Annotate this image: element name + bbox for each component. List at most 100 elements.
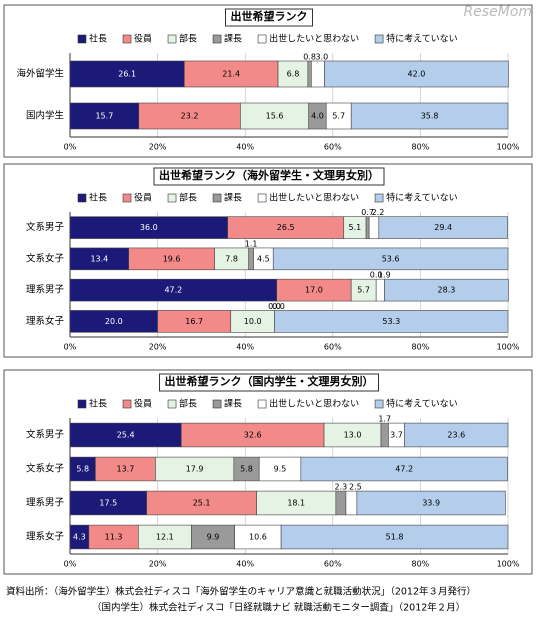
data-label: 32.6 — [244, 431, 262, 440]
bar-segment — [69, 60, 185, 88]
legend-label: 役員 — [134, 398, 152, 410]
bar-segment — [274, 310, 509, 333]
x-tick-label: 100% — [497, 343, 520, 352]
y-tick-label: 文系女子 — [26, 252, 65, 264]
legend-swatch — [212, 399, 222, 409]
x-tick-label: 0% — [64, 143, 77, 152]
legend-swatch — [77, 193, 87, 203]
y-tick-label: 理系男子 — [26, 285, 65, 296]
legend-swatch — [257, 193, 267, 203]
x-tick-label: 60% — [324, 143, 342, 152]
data-label: 16.7 — [185, 317, 203, 326]
bar-segment — [384, 278, 509, 302]
legend-label: 出世したいと思わない — [269, 398, 359, 410]
title-box — [153, 167, 385, 186]
data-label: 17.9 — [186, 465, 204, 474]
legend-label: 特に考えていない — [386, 33, 458, 45]
data-label: 20.0 — [105, 317, 123, 326]
x-tick-label: 40% — [236, 560, 254, 569]
data-label: 0.0 — [272, 302, 285, 311]
x-tick-label: 40% — [236, 343, 254, 352]
data-label: 36.0 — [140, 223, 158, 232]
chart-title: 出世希望ランク（海外留学生・文理男女別） — [159, 168, 379, 182]
y-tick-label: 文系女子 — [26, 463, 65, 475]
legend-label: 部長 — [179, 398, 197, 410]
legend-swatch — [167, 34, 177, 44]
data-label: 17.5 — [99, 499, 117, 508]
bar-segment — [368, 216, 380, 239]
legend-label: 課長 — [224, 192, 242, 204]
x-tick-label: 60% — [324, 560, 342, 569]
y-tick-label: 理系女子 — [26, 531, 65, 543]
data-label: 25.1 — [193, 499, 211, 508]
x-tick-label: 40% — [236, 143, 254, 152]
legend-swatch — [122, 399, 132, 409]
data-label: 1.1 — [245, 239, 258, 248]
legend-swatch — [374, 399, 384, 409]
data-label: 51.8 — [386, 533, 404, 542]
bar-segment — [378, 216, 508, 239]
bar-segment — [280, 524, 509, 550]
bar-segment — [350, 102, 509, 130]
watermark: ReseMom — [463, 4, 532, 20]
data-label: 12.1 — [156, 533, 174, 542]
y-tick-label: 理系男子 — [26, 498, 65, 509]
legend-swatch — [374, 34, 384, 44]
legend-label: 社長 — [89, 398, 107, 410]
bar-segment — [324, 60, 509, 88]
legend-swatch — [257, 399, 267, 409]
legend-label: 部長 — [179, 192, 197, 204]
bar-segment — [375, 278, 385, 302]
legend-swatch — [77, 34, 87, 44]
bar-segment — [300, 456, 508, 482]
legend-label: 特に考えていない — [386, 398, 458, 410]
data-label: 23.2 — [181, 112, 199, 121]
data-label: 2.5 — [349, 483, 362, 492]
data-label: 19.6 — [163, 254, 181, 263]
bar-segment — [248, 247, 254, 271]
data-label: 5.8 — [76, 465, 89, 474]
data-label: 25.4 — [117, 431, 135, 440]
data-label: 4.5 — [257, 254, 270, 263]
legend-swatch — [374, 193, 384, 203]
legend-label: 社長 — [89, 192, 107, 204]
data-label: 2.2 — [372, 208, 385, 217]
data-label: 13.4 — [90, 254, 108, 263]
data-label: 0.7 — [361, 208, 374, 217]
x-tick-label: 20% — [149, 343, 167, 352]
legend-swatch — [167, 193, 177, 203]
x-tick-label: 80% — [412, 560, 430, 569]
y-tick-label: 文系男子 — [26, 221, 65, 233]
data-label: 3.0 — [316, 53, 329, 62]
data-label: 28.3 — [438, 286, 456, 295]
chart-title: 出世希望ランク（国内学生・文理男女別） — [165, 374, 374, 388]
data-label: 9.5 — [274, 465, 287, 474]
data-label: 47.2 — [395, 465, 413, 474]
data-label: 21.4 — [222, 70, 240, 79]
legend-label: 社長 — [89, 33, 107, 45]
legend-swatch — [122, 193, 132, 203]
bar-segment — [345, 490, 358, 516]
chart-title: 出世希望ランク — [231, 9, 308, 23]
data-label: 53.3 — [382, 317, 400, 326]
legend-swatch — [212, 193, 222, 203]
x-tick-label: 100% — [497, 560, 520, 569]
data-label: 11.3 — [105, 533, 123, 542]
data-label: 15.6 — [266, 112, 284, 121]
y-tick-label: 文系男子 — [26, 429, 65, 441]
x-tick-label: 80% — [412, 143, 430, 152]
x-tick-label: 0% — [64, 560, 77, 569]
data-label: 1.7 — [378, 415, 391, 424]
legend-swatch — [122, 34, 132, 44]
bar-segment — [184, 60, 279, 88]
data-label: 13.0 — [344, 431, 362, 440]
bar-segment — [404, 422, 509, 448]
data-label: 10.0 — [244, 317, 262, 326]
x-tick-label: 60% — [324, 343, 342, 352]
data-label: 53.6 — [382, 254, 400, 263]
data-label: 10.6 — [249, 533, 267, 542]
legend-label: 出世したいと思わない — [269, 192, 359, 204]
legend-swatch — [77, 399, 87, 409]
legend-label: 課長 — [224, 33, 242, 45]
